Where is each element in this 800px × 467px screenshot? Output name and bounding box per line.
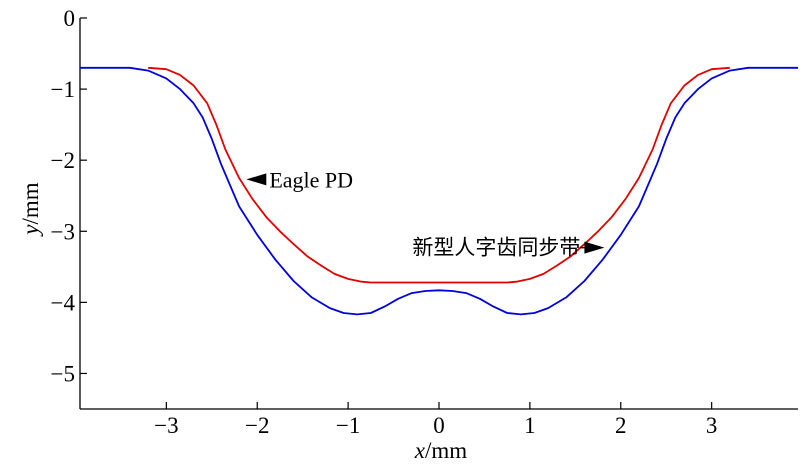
x-tick-label: 3 (706, 413, 718, 438)
annotation-eagle-pd: Eagle PD (269, 167, 353, 192)
annotations: Eagle PD 新型人字齿同步带 (246, 167, 605, 260)
y-tick-label: −4 (51, 290, 76, 315)
x-axis-label: x/mm (414, 438, 467, 463)
x-tick-label: 0 (433, 413, 445, 438)
y-axis-label: y/mm (18, 182, 43, 236)
x-tick-label: −2 (245, 413, 269, 438)
axes (79, 18, 798, 410)
y-tick-label: −3 (51, 219, 75, 244)
y-tick-label: 0 (64, 6, 76, 31)
series-line (80, 66, 798, 316)
series-line (148, 66, 730, 284)
x-tick-label: −1 (336, 413, 360, 438)
ticks: −3 −2 −1 0 1 2 3 0 −1 −2 −3 −4 −5 (51, 6, 718, 438)
annotation-new-belt: 新型人字齿同步带 (412, 236, 580, 260)
annotation-arrow-eagle-pd (246, 173, 267, 186)
y-tick-label: −5 (51, 361, 75, 386)
series (80, 66, 798, 316)
axis-labels: x/mm y/mm (18, 182, 467, 463)
x-tick-label: 1 (524, 413, 536, 438)
annotation-arrow-new-belt (584, 241, 605, 254)
y-tick-label: −2 (51, 148, 75, 173)
y-tick-label: −1 (51, 77, 75, 102)
x-tick-label: 2 (615, 413, 627, 438)
x-tick-label: −3 (154, 413, 178, 438)
